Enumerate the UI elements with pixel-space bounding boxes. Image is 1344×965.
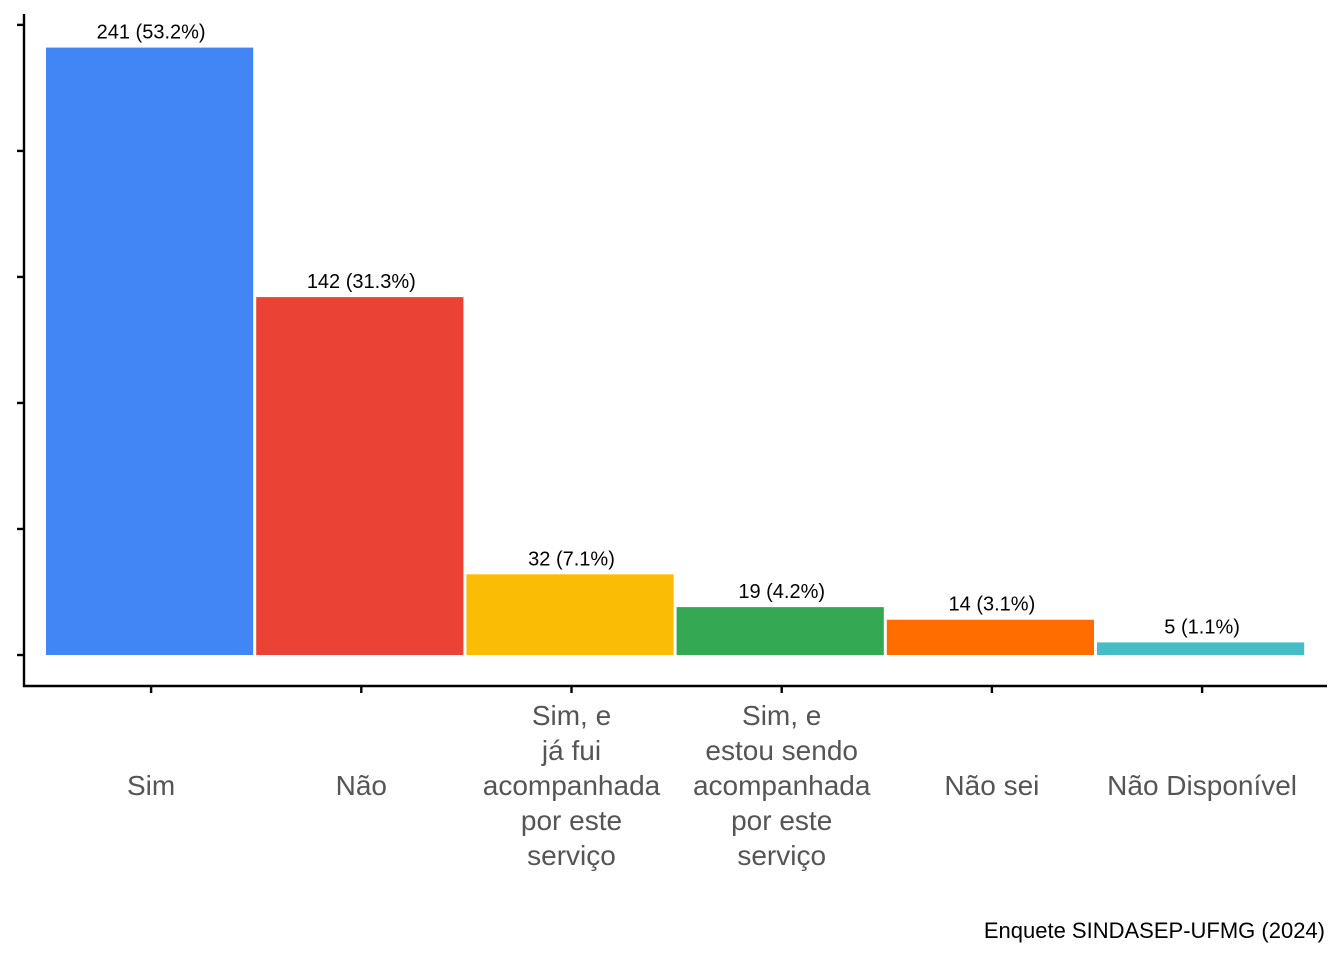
bar [256, 297, 464, 655]
bar-value-label: 241 (53.2%) [97, 22, 206, 44]
category-label-line: Sim [127, 770, 175, 801]
category-label: Sim, e já fui acompanhada por este serviço [483, 700, 661, 871]
bar-value-labels: 241 (53.2%) 142 (31.3%) 32 (7.1%) 19 (4.2%)… [97, 22, 1240, 639]
category-label-line: por este [521, 805, 622, 836]
category-label-line: por este [731, 805, 832, 836]
category-label-line: acompanhada [693, 770, 871, 801]
category-label: Não Disponível [1107, 770, 1297, 801]
category-label: Sim [127, 770, 175, 801]
bar-value-label: 32 (7.1%) [528, 548, 615, 570]
bar [886, 619, 1094, 655]
bar [46, 47, 254, 655]
bars [46, 47, 1305, 655]
category-label-line: Sim, e [742, 700, 821, 731]
category-label-line: acompanhada [483, 770, 661, 801]
category-label: Não sei [944, 770, 1039, 801]
bar-value-label: 5 (1.1%) [1164, 616, 1240, 638]
bar-value-label: 19 (4.2%) [738, 581, 825, 603]
category-label-line: Não [336, 770, 387, 801]
category-label-line: Sim, e [532, 700, 611, 731]
category-label: Sim, e estou sendo acompanhada por este serv… [693, 700, 871, 871]
category-label-line: já fui [541, 735, 601, 766]
category-label-line: serviço [527, 840, 616, 871]
category-label-line: Não sei [944, 770, 1039, 801]
bar [1097, 642, 1305, 655]
x-axis [23, 684, 1327, 693]
category-labels: Sim Não Sim, e já fui acompanhada por este ser… [127, 700, 1297, 871]
bar-value-label: 14 (3.1%) [949, 594, 1036, 616]
bar-value-label: 142 (31.3%) [307, 271, 416, 293]
category-label-line: estou sendo [705, 735, 858, 766]
category-label-line: serviço [737, 840, 826, 871]
chart-caption: Enquete SINDASEP-UFMG (2024) [984, 918, 1325, 943]
bar [466, 574, 674, 655]
y-axis [17, 14, 26, 687]
category-label: Não [336, 770, 387, 801]
category-label-line: Não Disponível [1107, 770, 1297, 801]
bar [676, 607, 884, 655]
